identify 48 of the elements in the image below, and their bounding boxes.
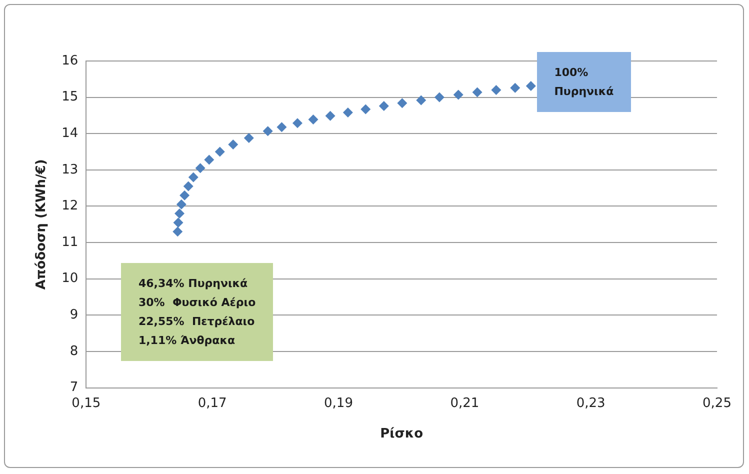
point: [510, 82, 520, 93]
point: [434, 92, 444, 102]
x-tick-label: 0,25: [702, 396, 732, 411]
point: [397, 98, 408, 108]
point: [491, 85, 502, 96]
y-tick-label: 10: [62, 271, 78, 286]
point: [276, 122, 287, 132]
x-tick-label: 0,15: [72, 396, 101, 411]
callout-box: 46,34% Πυρηνικά 30% Φυσικό Αέριο 22,55% Πετρέλαιο 1,11% Άνθρακα: [121, 262, 273, 361]
point: [308, 114, 318, 124]
point: [176, 199, 186, 210]
y-tick-label: 7: [70, 380, 78, 396]
x-tick-label: 0,19: [324, 396, 353, 411]
point: [325, 110, 336, 121]
point: [204, 154, 214, 165]
x-tick-label: 0,21: [450, 396, 480, 411]
y-tick-label: 16: [62, 53, 78, 68]
point: [378, 101, 389, 112]
point: [188, 172, 198, 182]
y-tick-label: 15: [62, 90, 78, 105]
point: [526, 81, 536, 92]
point: [360, 104, 371, 114]
y-tick-label: 14: [62, 126, 78, 141]
y-axis-title: Απόδοση (KWh/€): [34, 159, 50, 290]
point: [173, 218, 184, 228]
point: [195, 163, 206, 174]
point: [228, 140, 238, 150]
y-tick-label: 13: [62, 162, 78, 178]
point: [262, 126, 273, 136]
point: [183, 181, 194, 192]
point: [172, 226, 183, 237]
y-tick-label: 12: [62, 198, 78, 214]
y-tick-label: 11: [62, 234, 78, 250]
x-axis-title: Ρίσκο: [380, 426, 424, 442]
y-tick-label: 8: [70, 344, 78, 359]
y-tick-label: 9: [70, 308, 78, 323]
point: [174, 208, 185, 219]
x-tick-label: 0,17: [198, 396, 227, 411]
point: [180, 190, 190, 200]
callout-box: 100% Πυρηνικά: [537, 52, 631, 112]
x-tick-label: 0,23: [576, 396, 606, 411]
point: [453, 90, 464, 100]
point: [472, 87, 482, 98]
point: [342, 108, 353, 118]
point: [292, 118, 302, 128]
point: [416, 95, 426, 106]
point: [214, 146, 225, 157]
point: [244, 132, 254, 143]
